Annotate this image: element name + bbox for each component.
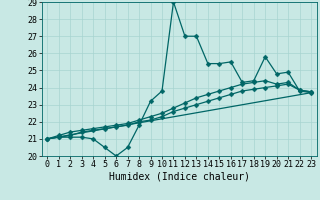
X-axis label: Humidex (Indice chaleur): Humidex (Indice chaleur) [109, 172, 250, 182]
